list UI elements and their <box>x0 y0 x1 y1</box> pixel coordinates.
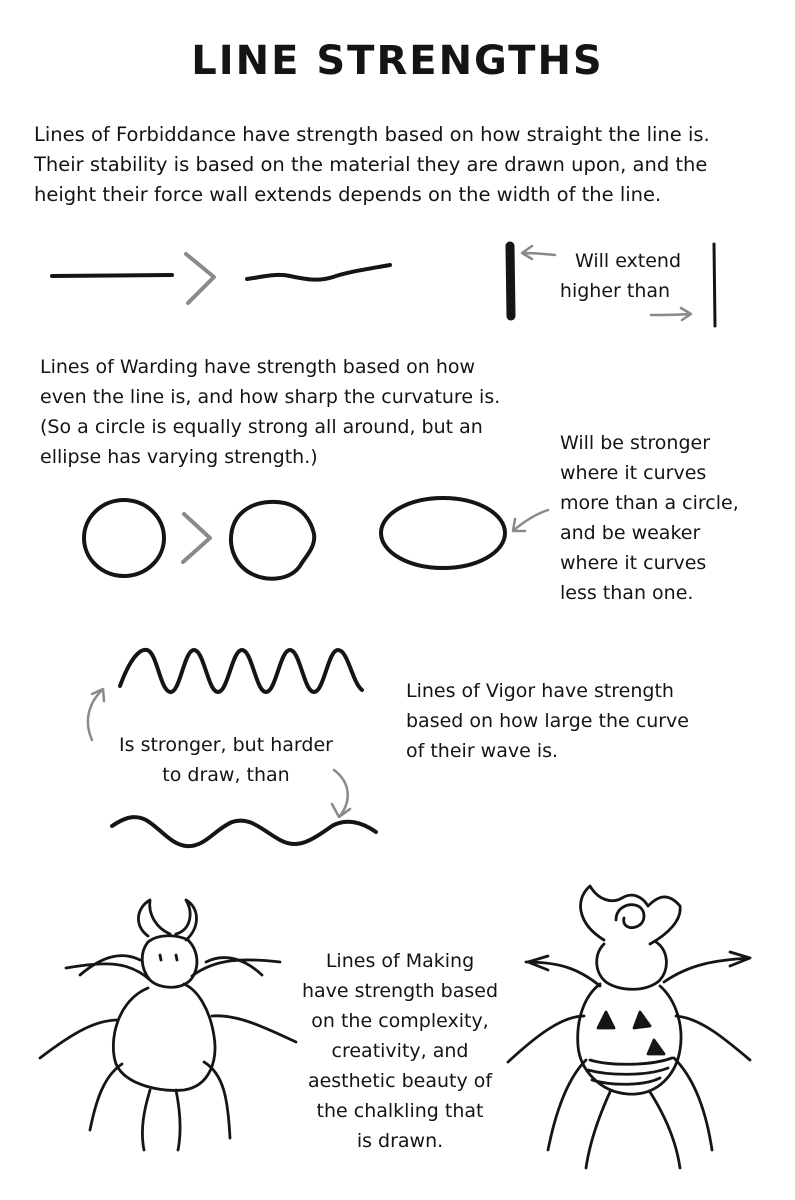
thin-vertical-line <box>712 242 717 328</box>
warding-text-line: (So a circle is equally strong all aroun… <box>40 416 483 438</box>
forbiddance-text-line: Lines of Forbiddance have strength based… <box>34 123 710 146</box>
making-text-line: have strength based <box>301 980 499 1002</box>
simple-chalkling <box>38 898 298 1152</box>
thick-vertical-line <box>505 241 516 321</box>
page-title: LINE STRENGTHS <box>191 38 604 84</box>
warding-text-line: even the line is, and how sharp the curv… <box>40 386 501 408</box>
forbiddance-text-line: Their stability is based on the material… <box>34 153 708 176</box>
uneven-circle <box>229 499 317 581</box>
warding-note-line: Will be stronger <box>560 432 711 454</box>
vigor-text-line: based on how large the curve <box>406 710 689 732</box>
vigor-description: Lines of Vigor have strength based on ho… <box>406 676 689 766</box>
vigor-note-line: Is stronger, but harder <box>119 734 333 756</box>
warding-note-line: and be weaker <box>560 522 701 544</box>
making-text-line: creativity, and <box>331 1040 469 1062</box>
warding-note-line: where it curves <box>560 552 707 574</box>
vigor-note: Is stronger, but harder to draw, than <box>96 730 356 790</box>
arrow-right <box>649 306 693 322</box>
warding-text-line: Lines of Warding have strength based on … <box>40 356 476 378</box>
warding-description: Lines of Warding have strength based on … <box>40 352 500 472</box>
vigor-text-line: of their wave is. <box>406 740 559 762</box>
ellipse <box>379 496 507 570</box>
elaborate-chalkling <box>506 884 752 1170</box>
making-text-line: the chalkling that <box>316 1100 484 1122</box>
warding-note: Will be stronger where it curves more th… <box>560 428 739 608</box>
arrow-down <box>330 768 352 819</box>
small-wave <box>110 815 378 849</box>
vigor-note-line: to draw, than <box>162 764 290 786</box>
arrow-left <box>520 244 557 261</box>
straight-line <box>50 273 174 278</box>
arrow-to-ellipse <box>511 508 550 533</box>
large-wave <box>118 647 364 694</box>
warding-note-line: more than a circle, <box>560 492 739 514</box>
wobbly-line <box>245 263 392 282</box>
greater-than-sign <box>181 512 212 564</box>
greater-than-sign <box>184 252 216 305</box>
forbiddance-description: Lines of Forbiddance have strength based… <box>34 120 710 210</box>
forbiddance-text-line: height their force wall extends depends … <box>34 183 662 206</box>
circle <box>82 498 166 578</box>
making-text-line: Lines of Making <box>325 950 475 972</box>
warding-note-line: less than one. <box>560 582 694 604</box>
forbiddance-note: Will extend higher than <box>540 246 690 306</box>
making-text-line: on the complexity, <box>311 1010 489 1032</box>
vigor-text-line: Lines of Vigor have strength <box>406 680 674 702</box>
making-description: Lines of Making have strength based on t… <box>282 946 518 1156</box>
forbiddance-note-line: higher than <box>559 280 671 302</box>
making-text-line: aesthetic beauty of <box>307 1070 493 1092</box>
making-text-line: is drawn. <box>356 1130 444 1152</box>
arrow-up-left <box>86 687 106 742</box>
forbiddance-note-line: Will extend <box>574 250 682 272</box>
warding-text-line: ellipse has varying strength.) <box>40 446 318 468</box>
warding-note-line: where it curves <box>560 462 707 484</box>
